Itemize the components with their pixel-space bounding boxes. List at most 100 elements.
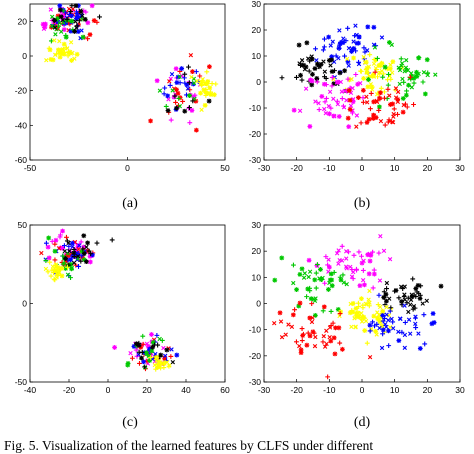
data-point (364, 120, 370, 125)
data-point (324, 341, 329, 347)
subfigure-label-c: (c) (122, 415, 138, 430)
data-point (303, 86, 309, 91)
data-point (403, 92, 409, 98)
data-point (187, 105, 192, 110)
data-point (294, 339, 299, 345)
data-point (375, 316, 381, 322)
data-point (152, 342, 157, 348)
data-point (430, 311, 436, 316)
data-point (130, 355, 135, 361)
data-point (308, 296, 314, 302)
data-point (390, 70, 395, 75)
data-point (278, 319, 284, 324)
data-point (409, 294, 415, 300)
data-point (64, 16, 70, 22)
data-point (356, 61, 362, 67)
data-point (66, 20, 72, 26)
data-point (344, 266, 349, 271)
data-point (404, 88, 409, 94)
data-point (74, 51, 80, 57)
data-point (87, 253, 93, 259)
data-point (417, 296, 423, 301)
data-point (360, 99, 366, 105)
y-tick-label: -20 (15, 86, 28, 96)
data-point (286, 322, 291, 327)
data-point (330, 320, 336, 326)
data-point (338, 79, 343, 85)
data-point (80, 246, 86, 252)
data-point (328, 338, 334, 344)
data-point (382, 64, 388, 70)
data-point (320, 47, 326, 53)
data-point (328, 309, 334, 314)
data-point (308, 77, 313, 83)
data-point (362, 282, 367, 288)
data-point (336, 248, 341, 253)
data-point (396, 295, 402, 301)
data-point (297, 300, 303, 306)
subfigure-label-a: (a) (122, 196, 138, 211)
data-point (42, 24, 48, 30)
data-point (346, 124, 352, 130)
data-point (339, 96, 345, 101)
data-point (359, 311, 364, 316)
data-point (374, 99, 380, 105)
data-point (329, 69, 335, 74)
data-point (379, 35, 385, 40)
data-point (202, 102, 208, 108)
data-point (327, 334, 332, 340)
data-point (345, 115, 351, 121)
data-point (61, 27, 67, 33)
data-point (380, 308, 386, 314)
data-point (294, 75, 299, 80)
data-point (390, 59, 396, 65)
data-point (393, 86, 399, 91)
data-point (313, 46, 318, 52)
data-point (408, 74, 413, 80)
data-point (364, 94, 369, 99)
data-point (371, 112, 376, 118)
data-point (73, 252, 79, 258)
data-point (433, 72, 438, 77)
data-point (365, 252, 371, 258)
data-point (297, 343, 302, 349)
axes-frame (263, 224, 461, 383)
data-point (208, 92, 214, 97)
data-point (313, 334, 318, 340)
data-point (379, 68, 385, 74)
data-point (205, 90, 211, 96)
data-point (366, 116, 372, 122)
data-point (404, 104, 410, 110)
data-point (312, 66, 318, 71)
data-point (350, 301, 356, 306)
data-point (177, 74, 182, 80)
y-tick-label: 0 (22, 299, 27, 309)
x-tick-label: 20 (423, 385, 433, 395)
data-point (112, 345, 117, 350)
data-point (377, 304, 383, 310)
data-point (294, 287, 299, 293)
data-point (162, 356, 168, 362)
data-point (404, 300, 410, 306)
y-tick-label: 20 (18, 16, 28, 26)
data-point (145, 343, 151, 349)
data-point (366, 297, 371, 302)
data-point (157, 362, 162, 368)
data-point (60, 17, 65, 23)
data-point (386, 71, 391, 77)
data-point (388, 102, 393, 107)
data-point (69, 18, 75, 24)
x-tick-label: -20 (63, 385, 76, 395)
data-point (48, 7, 53, 12)
data-point (336, 325, 342, 331)
data-point (367, 288, 372, 294)
data-point (345, 25, 351, 31)
data-point (379, 345, 385, 351)
data-point (279, 255, 285, 261)
data-point (289, 324, 295, 330)
y-tick-label: -10 (249, 103, 262, 113)
data-point (371, 267, 377, 273)
data-point (315, 262, 320, 267)
data-point (312, 343, 318, 349)
data-point (86, 248, 92, 254)
